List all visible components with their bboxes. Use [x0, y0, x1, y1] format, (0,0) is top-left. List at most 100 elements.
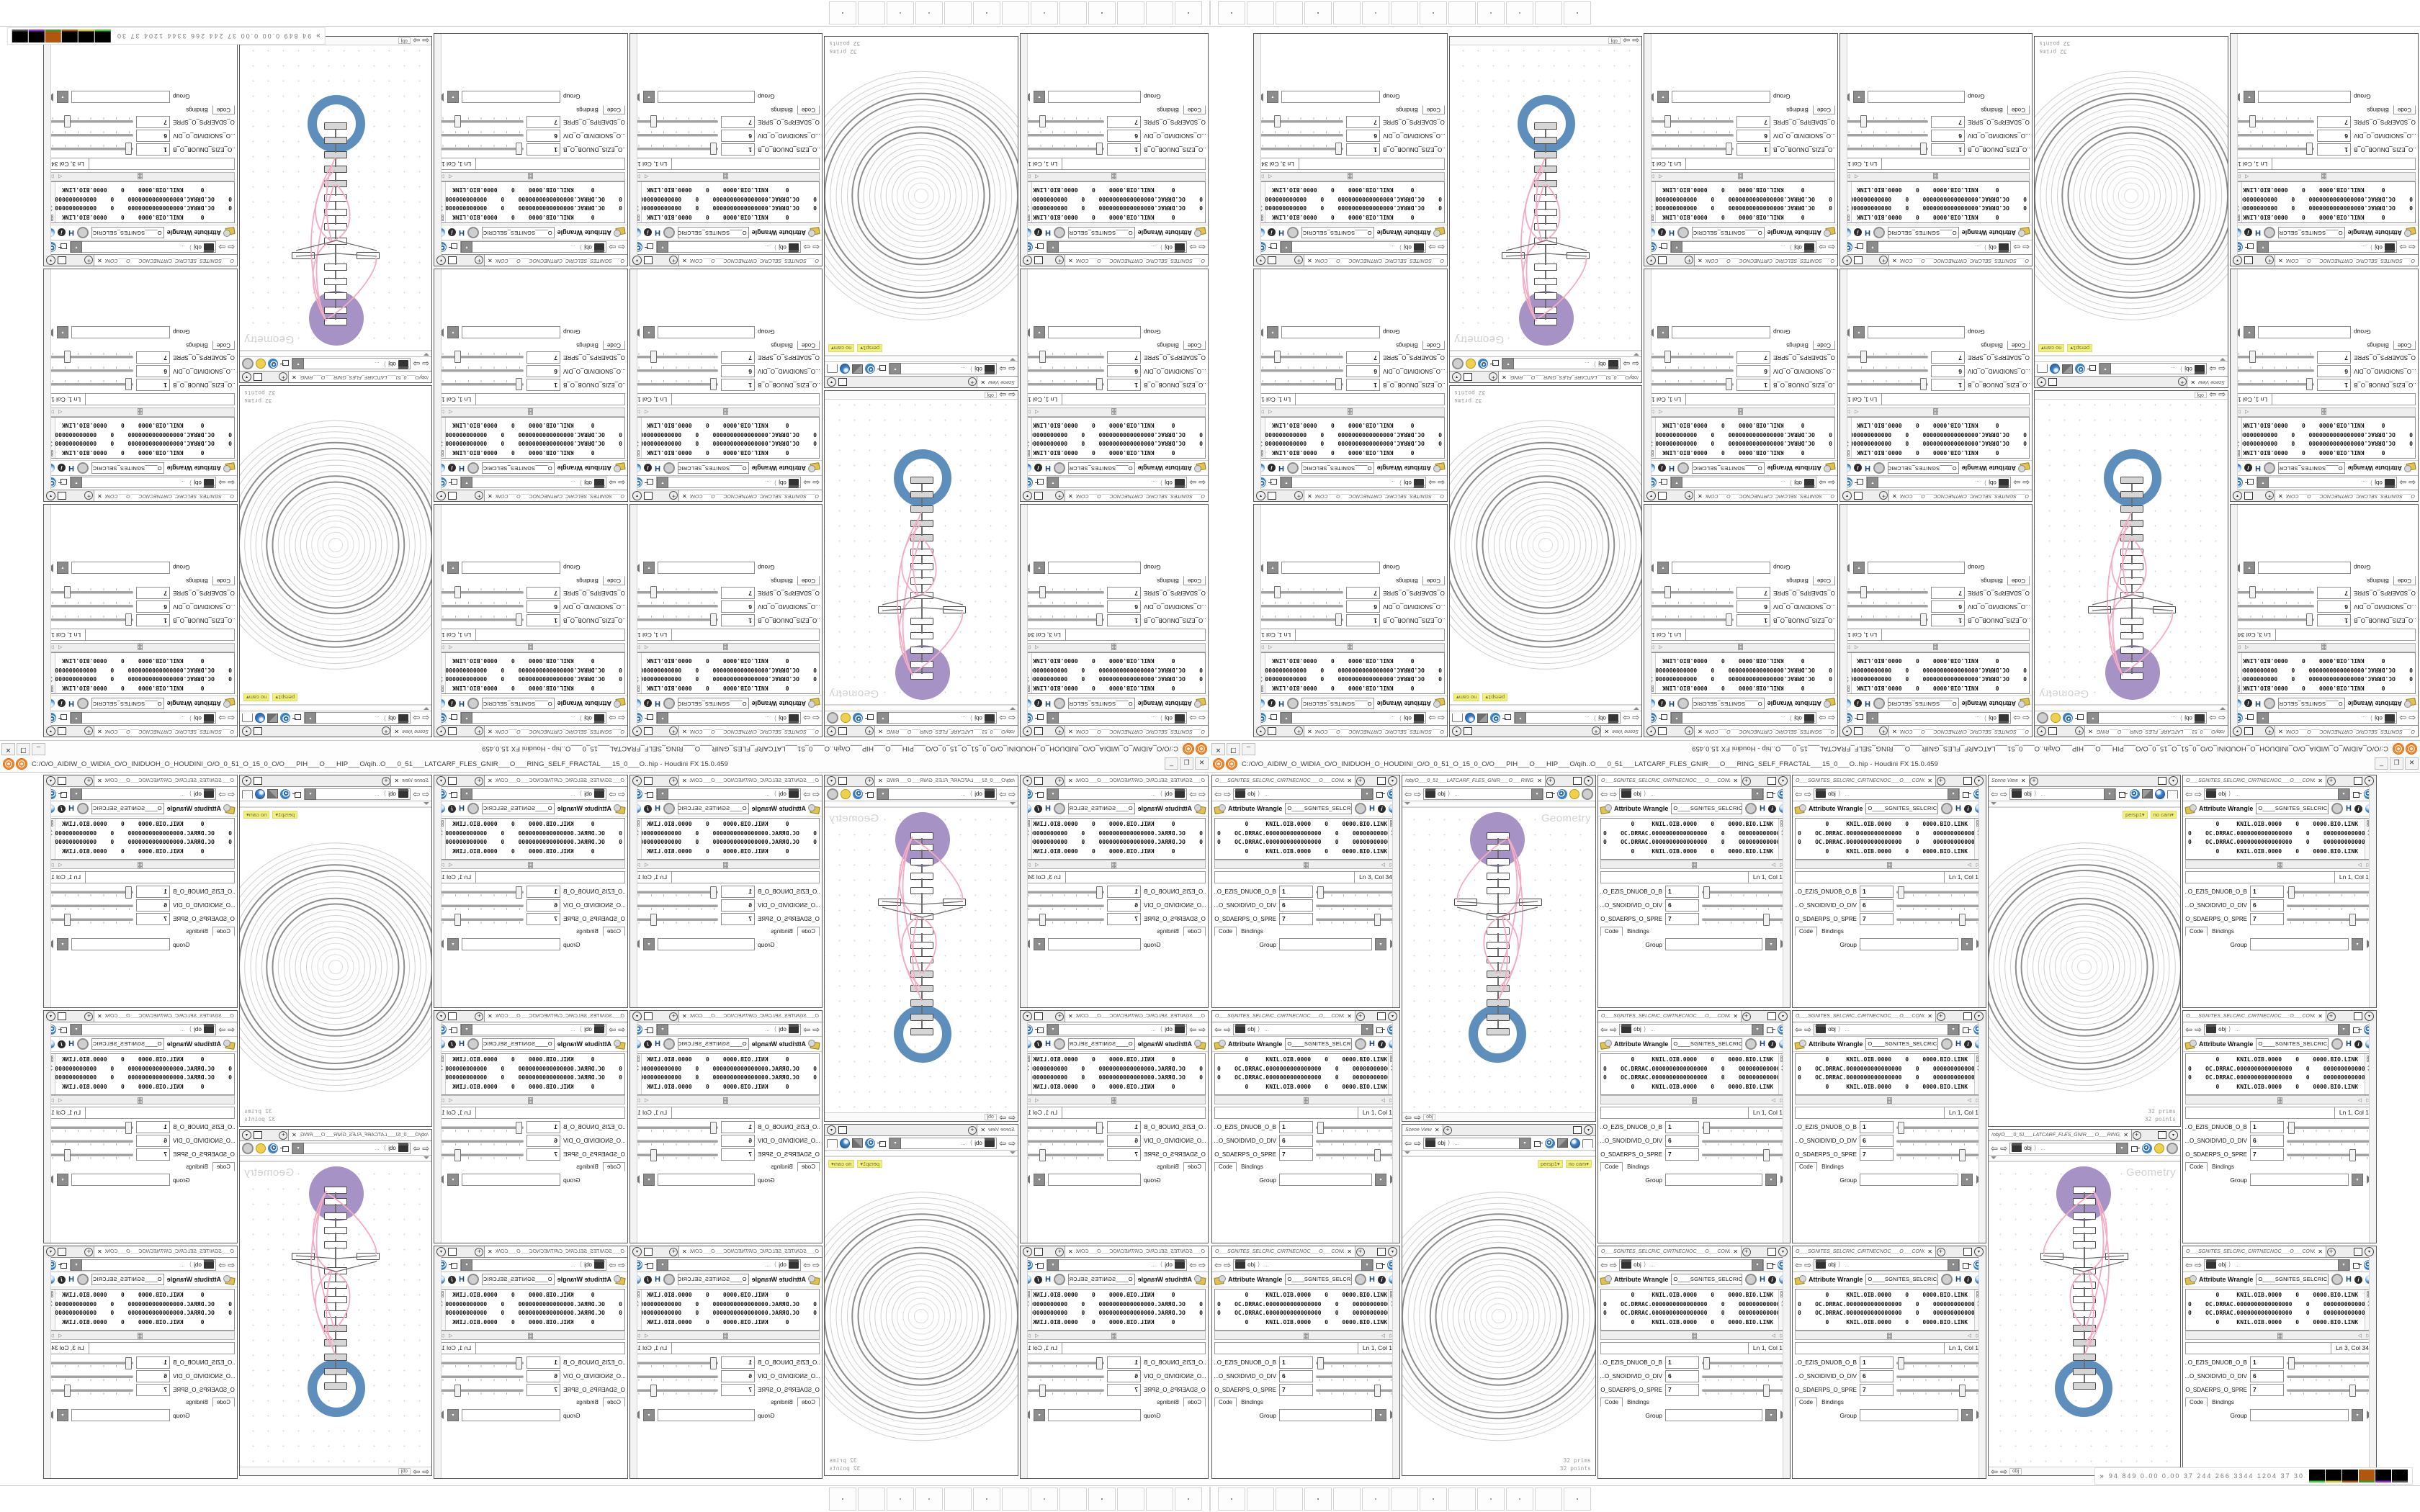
close-icon[interactable]: ✕	[2190, 379, 2196, 386]
group-dropdown-icon[interactable]: ▾	[1034, 326, 1045, 338]
node-name-field[interactable]: O____SGNITES_SELCRIC_CIRTNECNOC____O____…	[1887, 227, 1959, 238]
maximize-pane-icon[interactable]	[1034, 1012, 1043, 1020]
parameter-slider[interactable]	[2233, 378, 2314, 391]
taskbar-button[interactable]	[1247, 1488, 1274, 1511]
chevron-down-icon[interactable]: ▾	[632, 256, 642, 265]
parameter-slider[interactable]	[1702, 1384, 1788, 1397]
tab-bindings[interactable]: Bindings	[186, 342, 208, 348]
forward-arrow-icon[interactable]: ⇨	[2000, 1466, 2008, 1476]
chevron-down-icon[interactable]: ▾	[436, 256, 446, 265]
parameter-slider[interactable]	[1316, 1356, 1397, 1369]
pane-vscrollbar[interactable]	[1978, 1022, 1986, 1243]
slider-knob[interactable]	[710, 886, 717, 899]
maximize-pane-icon[interactable]	[1573, 1126, 1582, 1134]
parameter-slider[interactable]	[632, 1384, 718, 1397]
pin-icon[interactable]	[865, 714, 874, 723]
tab-code[interactable]: Code	[797, 1162, 820, 1171]
group-input[interactable]	[1665, 1174, 1762, 1186]
pane-tab[interactable]: O___SGNITES_SELCRIC_CIRTNECNOC___O___CON…	[678, 726, 822, 737]
info-icon[interactable]: i	[448, 1040, 456, 1048]
gear-icon[interactable]	[1873, 227, 1885, 238]
houdini-h-icon[interactable]: H	[1045, 699, 1051, 708]
vex-code-editor[interactable]: 0 KNIL.OIB.0000 0 0000.BIO.LINK 0 0 OC.D…	[1795, 1289, 1984, 1331]
gear-icon[interactable]	[76, 462, 89, 474]
sphere-icon[interactable]	[1465, 713, 1475, 724]
pane-vscrollbar[interactable]	[434, 786, 442, 1007]
pin-icon[interactable]	[449, 714, 458, 723]
gear-icon[interactable]	[2166, 1142, 2178, 1154]
path-field[interactable]: obj ⟩... ▾	[877, 712, 997, 724]
scroll-left-icon[interactable]: ◁	[645, 862, 649, 868]
vex-code-editor[interactable]: 0 KNIL.OIB.0000 0 0000.BIO.LINK 0 0 OC.D…	[1256, 181, 1445, 223]
group-dropdown-icon[interactable]: ▾	[1034, 1409, 1045, 1421]
code-hscrollbar[interactable]: ◁▷	[1023, 1331, 1206, 1340]
vex-code-editor[interactable]: 0 KNIL.OIB.0000 0 0000.BIO.LINK 0 0 OC.D…	[46, 417, 235, 459]
slider-knob[interactable]	[125, 143, 133, 156]
cube-icon[interactable]	[1557, 1138, 1568, 1148]
add-tab-button[interactable]: +	[84, 775, 94, 786]
parameter-slider[interactable]	[1842, 115, 1928, 128]
group-input[interactable]	[2258, 562, 2351, 574]
node-name-field[interactable]: O____SGNITES_SELCRIC_CIRTNECNOC____O____…	[481, 803, 555, 814]
back-arrow-icon[interactable]: ⇦	[1008, 713, 1016, 724]
maximize-pane-icon[interactable]	[448, 256, 457, 264]
parameter-value-field[interactable]: 1	[1107, 1120, 1141, 1133]
parameter-value-field[interactable]: 7	[2250, 1383, 2284, 1396]
forward-arrow-icon[interactable]: ⇨	[1622, 36, 1630, 46]
parameter-value-field[interactable]: 7	[1107, 116, 1141, 129]
pane-tab[interactable]: O___SGNITES_SELCRIC_CIRTNECNOC___O___CON…	[1598, 775, 1742, 786]
houdini-swirl-icon[interactable]	[1557, 788, 1567, 799]
tab-code[interactable]: Code	[212, 105, 235, 114]
slider-knob[interactable]	[1860, 351, 1867, 364]
pin-icon[interactable]	[1376, 1261, 1385, 1269]
houdini-h-icon[interactable]: H	[1369, 804, 1375, 813]
parameter-value-field[interactable]: 1	[1736, 614, 1770, 627]
tab-code[interactable]: Code	[2393, 341, 2416, 350]
info-icon[interactable]: i	[448, 804, 456, 813]
group-input[interactable]	[462, 1409, 560, 1421]
pane-tab[interactable]: O___SGNITES_SELCRIC_CIRTNECNOC___O___CON…	[1888, 726, 2032, 737]
close-icon[interactable]: ✕	[2318, 777, 2323, 784]
houdini-swirl-icon[interactable]	[280, 788, 290, 799]
group-dropdown-icon[interactable]: ▾	[447, 1409, 459, 1421]
add-tab-button[interactable]: +	[1591, 726, 1600, 737]
pane-tab[interactable]: O___SGNITES_SELCRIC_CIRTNECNOC___O___CON…	[1598, 1011, 1742, 1022]
path-field[interactable]: obj ⟩... ▾	[1670, 241, 1816, 253]
forward-arrow-icon[interactable]: ⇨	[1414, 1112, 1422, 1122]
tab-code[interactable]: Code	[1214, 927, 1237, 936]
parameter-value-field[interactable]: 7	[1107, 1383, 1141, 1396]
pin-icon[interactable]	[1035, 790, 1044, 798]
pane-tab[interactable]: O___SGNITES_SELCRIC_CIRTNECNOC___O___CON…	[1793, 775, 1936, 786]
pin-icon[interactable]	[1659, 479, 1668, 487]
scroll-left-icon[interactable]: ◁	[2245, 174, 2249, 179]
taskbar-button[interactable]	[1420, 1488, 1447, 1511]
pin-icon[interactable]	[449, 790, 458, 798]
node-name-field[interactable]: O____SGNITES_SELCRIC_CIRTNECNOC____O____…	[481, 227, 555, 238]
path-field[interactable]: obj ⟩... ▾	[656, 241, 801, 253]
network-node[interactable]	[292, 252, 315, 259]
parameter-slider[interactable]	[46, 1121, 133, 1134]
slider-knob[interactable]	[1039, 115, 1047, 128]
light-bulb-icon[interactable]	[1466, 359, 1476, 369]
maximize-pane-icon[interactable]	[644, 727, 653, 735]
path-dropdown-icon[interactable]: ▾	[2338, 788, 2349, 800]
parameter-value-field[interactable]: 1	[721, 614, 755, 627]
parameter-value-field[interactable]: 7	[526, 587, 560, 600]
path-field[interactable]: obj ⟩... ▾	[460, 241, 606, 253]
network-node[interactable]	[1519, 899, 1542, 906]
scroll-left-icon[interactable]: ◁	[2245, 409, 2249, 415]
node-name-field[interactable]: O____SGNITES_SELCRIC_CIRTNECNOC____O____…	[1301, 462, 1374, 474]
code-hscrollbar[interactable]: ◁▷	[2185, 1095, 2374, 1104]
group-input[interactable]	[658, 1409, 755, 1421]
chevron-down-icon[interactable]: ▾	[436, 726, 446, 736]
info-icon[interactable]: i	[1268, 228, 1276, 237]
scroll-left-icon[interactable]: ◁	[2357, 1097, 2362, 1103]
taskbar-button[interactable]	[1247, 1, 1274, 24]
code-hscrollbar[interactable]: ◁▷	[2233, 643, 2416, 652]
parameter-slider[interactable]	[1896, 886, 1984, 899]
pane-tab[interactable]: O___SGNITES_SELCRIC_CIRTNECNOC___O___CON…	[94, 1011, 237, 1022]
close-icon[interactable]: ✕	[488, 777, 493, 784]
vex-code-editor[interactable]: 0 KNIL.OIB.0000 0 0000.BIO.LINK 0 0 OC.D…	[436, 181, 625, 223]
code-hscrollbar[interactable]: ◁▷	[2185, 860, 2374, 869]
maximize-pane-icon[interactable]	[838, 777, 847, 785]
